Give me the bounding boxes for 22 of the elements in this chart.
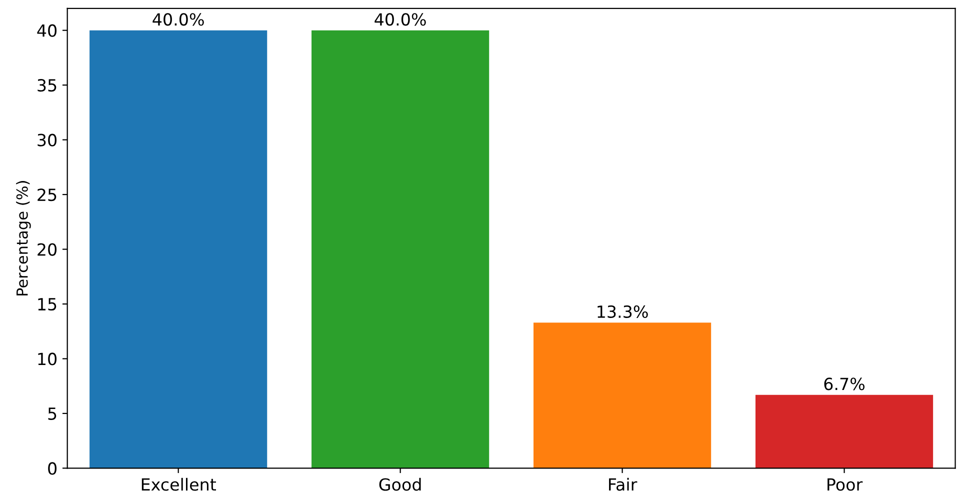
y-tick-label: 15 — [38, 298, 56, 311]
x-tick-label: Good — [379, 478, 421, 491]
y-tick-label: 5 — [48, 408, 56, 420]
bar — [312, 30, 490, 468]
y-tick-label: 10 — [38, 352, 57, 366]
y-tick-label: 30 — [38, 134, 57, 146]
bar — [534, 322, 712, 468]
y-axis-title: Percentage (%) — [16, 181, 31, 296]
y-tick-label: 20 — [38, 243, 57, 256]
bar — [755, 394, 934, 468]
data-label: 40.0% — [152, 13, 204, 26]
y-tick-label: 40 — [37, 24, 57, 37]
x-tick-label: Poor — [828, 478, 863, 491]
data-label: 6.7% — [824, 378, 865, 390]
data-label: 13.3% — [598, 305, 648, 318]
y-tick-label: 35 — [38, 79, 56, 92]
y-tick-label: 0 — [48, 462, 57, 475]
x-tick-label: Fair — [609, 478, 638, 491]
x-tick-label: Excellent — [142, 478, 216, 491]
data-label: 40.0% — [374, 13, 426, 26]
y-tick-label: 25 — [38, 188, 56, 202]
bar — [90, 30, 268, 468]
